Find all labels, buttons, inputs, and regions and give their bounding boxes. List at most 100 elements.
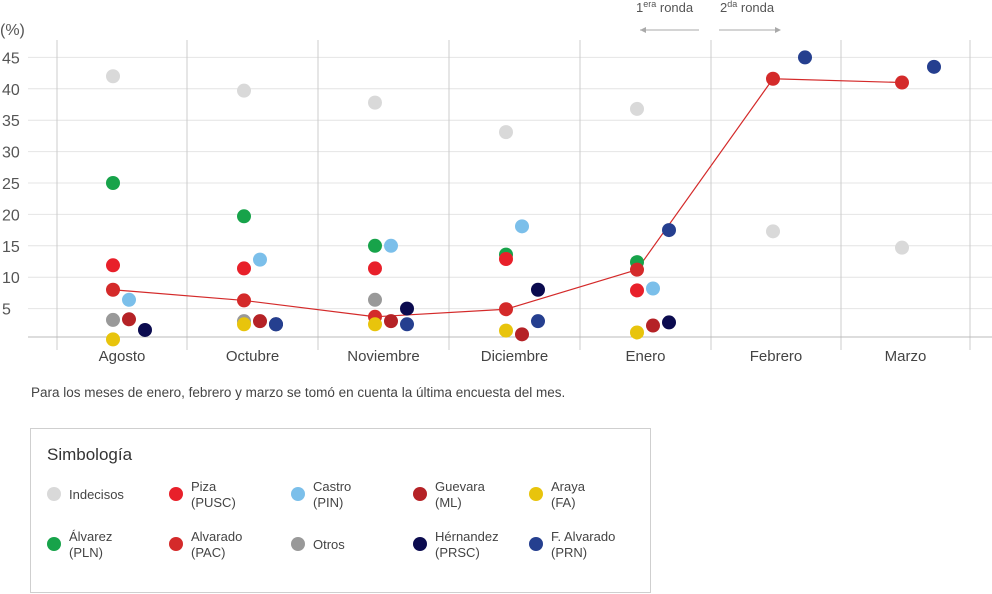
legend-swatch — [413, 487, 427, 501]
legend-label: Indecisos — [69, 487, 124, 502]
point-hernandez-enero — [662, 315, 676, 330]
y-tick-label: 10 — [2, 270, 20, 287]
point-hernandez-agosto — [138, 322, 152, 337]
point-araya-enero — [630, 325, 644, 340]
legend-swatch — [529, 537, 543, 551]
legend-label: Alvarado (PAC) — [191, 529, 243, 560]
point-otros-noviembre — [368, 292, 382, 307]
point-alvarez-noviembre — [368, 238, 382, 253]
legend-label: Otros — [313, 537, 345, 552]
point-alvarado-marzo — [895, 75, 909, 90]
point-guevara-diciembre — [515, 327, 529, 342]
legend-item: F. Alvarado (PRN) — [529, 529, 644, 563]
legend-item: Castro (PIN) — [291, 479, 406, 513]
point-indecisos-febrero — [766, 224, 780, 239]
point-indecisos-noviembre — [368, 95, 382, 110]
point-falvarado-noviembre — [400, 317, 414, 332]
legend-swatch — [291, 487, 305, 501]
point-piza-octubre — [237, 261, 251, 276]
point-falvarado-diciembre — [531, 314, 545, 329]
point-falvarado-octubre — [269, 317, 283, 332]
legend-item: Indecisos — [47, 479, 162, 513]
data-points — [106, 50, 941, 347]
point-alvarado-febrero — [766, 71, 780, 86]
point-indecisos-diciembre — [499, 125, 513, 140]
second-round-label: 2da ronda — [720, 0, 775, 15]
point-guevara-noviembre — [384, 314, 398, 329]
legend-label: Castro (PIN) — [313, 479, 352, 510]
point-castro-noviembre — [384, 238, 398, 253]
y-axis-label: (%) — [0, 22, 25, 39]
legend-item: Otros — [291, 529, 406, 563]
trend-line-alvarado — [112, 78, 903, 318]
x-tick-label: Agosto — [99, 348, 146, 365]
point-falvarado-marzo — [927, 59, 941, 74]
legend-item: Guevara (ML) — [413, 479, 528, 513]
point-alvarado-diciembre — [499, 302, 513, 317]
polling-chart: 5 10 15 20 25 30 35 40 45 (%) Agosto Octubre Noviemb… — [0, 0, 992, 365]
legend-label: Álvarez (PLN) — [69, 529, 113, 560]
chart-note: Para los meses de enero, febrero y marzo… — [31, 385, 566, 400]
point-piza-noviembre — [368, 261, 382, 276]
y-tick-label: 40 — [2, 82, 20, 99]
y-tick-label: 30 — [2, 145, 20, 162]
legend-swatch — [47, 487, 61, 501]
point-indecisos-octubre — [237, 83, 251, 98]
legend-label: Guevara (ML) — [435, 479, 485, 510]
point-piza-agosto — [106, 258, 120, 273]
legend-label: Hérnandez (PRSC) — [435, 529, 499, 560]
x-tick-label: Noviembre — [347, 348, 420, 365]
x-tick-label: Marzo — [885, 348, 927, 365]
legend-label: Piza (PUSC) — [191, 479, 236, 510]
point-alvarez-octubre — [237, 209, 251, 224]
trend-line — [112, 78, 903, 318]
legend-item: Araya (FA) — [529, 479, 644, 513]
legend-item: Alvarado (PAC) — [169, 529, 284, 563]
point-guevara-agosto — [122, 312, 136, 327]
y-tick-label: 25 — [2, 176, 20, 193]
point-hernandez-diciembre — [531, 282, 545, 297]
legend-swatch — [47, 537, 61, 551]
point-araya-octubre — [237, 317, 251, 332]
legend-swatch — [169, 487, 183, 501]
point-indecisos-agosto — [106, 69, 120, 84]
y-tick-label: 35 — [2, 113, 20, 130]
x-tick-label: Diciembre — [481, 348, 549, 365]
point-castro-agosto — [122, 292, 136, 307]
point-guevara-octubre — [253, 314, 267, 329]
legend-swatch — [529, 487, 543, 501]
legend-swatch — [291, 537, 305, 551]
point-araya-diciembre — [499, 323, 513, 338]
point-castro-enero — [646, 281, 660, 296]
legend-item: Piza (PUSC) — [169, 479, 284, 513]
point-falvarado-enero — [662, 223, 676, 238]
point-castro-diciembre — [515, 219, 529, 234]
grid-lines — [28, 40, 992, 350]
y-tick-label: 45 — [2, 50, 20, 67]
y-tick-label: 20 — [2, 207, 20, 224]
first-round-label: 1era ronda — [636, 0, 694, 15]
point-alvarado-agosto — [106, 282, 120, 297]
point-alvarado-enero — [630, 262, 644, 277]
point-hernandez-noviembre — [400, 301, 414, 316]
legend-item: Hérnandez (PRSC) — [413, 529, 528, 563]
point-guevara-enero — [646, 318, 660, 333]
point-indecisos-enero — [630, 101, 644, 116]
point-alvarado-octubre — [237, 293, 251, 308]
point-piza-enero — [630, 283, 644, 298]
point-otros-agosto — [106, 312, 120, 327]
legend-swatch — [413, 537, 427, 551]
second-round-arrowhead — [775, 27, 781, 33]
point-indecisos-marzo — [895, 240, 909, 255]
legend-title: Simbología — [47, 445, 133, 464]
x-tick-label: Febrero — [750, 348, 803, 365]
legend-item: Álvarez (PLN) — [47, 529, 162, 563]
axes: 5 10 15 20 25 30 35 40 45 (%) Agosto Octubre Noviemb… — [0, 22, 992, 365]
legend-box: Simbología Indecisos Piza (PUSC) Castro (P… — [30, 428, 651, 593]
x-tick-label: Enero — [625, 348, 665, 365]
y-tick-label: 5 — [2, 302, 11, 319]
first-round-arrowhead — [640, 27, 646, 33]
point-araya-agosto — [106, 332, 120, 347]
y-tick-label: 15 — [2, 239, 20, 256]
point-piza-diciembre — [499, 251, 513, 266]
